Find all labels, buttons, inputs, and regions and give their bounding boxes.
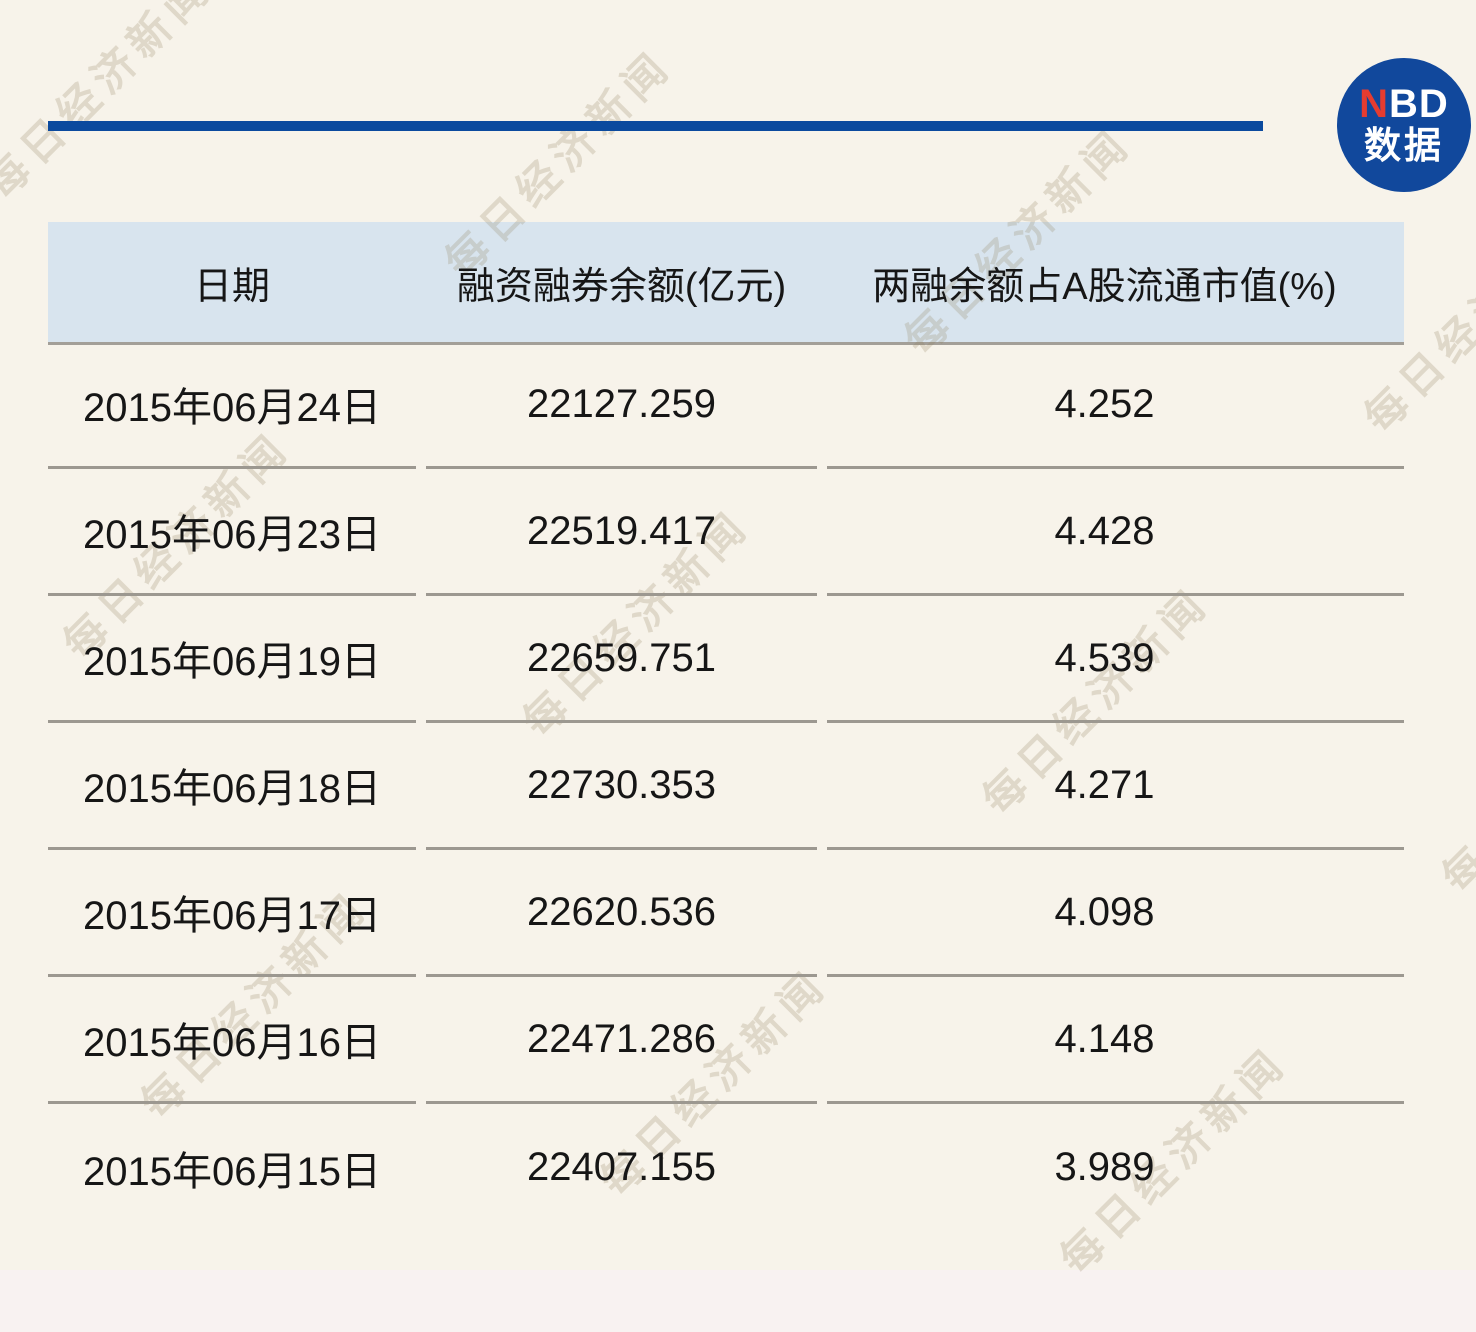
margin-balance-table: 日期 融资融券余额(亿元) 两融余额占A股流通市值(%) 2015年06月24日… xyxy=(48,222,1404,1231)
cell-ratio: 3.989 xyxy=(1054,1145,1155,1189)
table-row: 2015年06月16日 22471.286 4.148 xyxy=(48,977,1404,1104)
cell-date: 2015年06月17日 xyxy=(48,850,416,977)
table-header-background xyxy=(48,222,1404,345)
cell-date: 2015年06月24日 xyxy=(48,342,416,469)
cell-date: 2015年06月18日 xyxy=(48,723,416,850)
cell-ratio: 4.271 xyxy=(827,723,1404,850)
top-divider-line xyxy=(48,121,1263,131)
footer-background-strip xyxy=(0,1270,1476,1332)
table-row: 2015年06月23日 22519.417 4.428 xyxy=(48,469,1404,596)
table-row: 2015年06月19日 22659.751 4.539 xyxy=(48,596,1404,723)
watermark-text: 每日经济新闻 xyxy=(1185,0,1476,69)
logo-nbd-text: NBD xyxy=(1359,84,1449,124)
cell-ratio: 4.098 xyxy=(827,850,1404,977)
cell-ratio: 4.539 xyxy=(827,596,1404,723)
table-body: 2015年06月24日 22127.259 4.252 2015年06月23日 … xyxy=(48,342,1404,1231)
cell-date: 2015年06月16日 xyxy=(48,977,416,1104)
table-header-row: 日期 融资融券余额(亿元) 两融余额占A股流通市值(%) xyxy=(48,222,1404,342)
table-row: 2015年06月24日 22127.259 4.252 xyxy=(48,342,1404,469)
cell-balance: 22620.536 xyxy=(426,850,817,977)
column-header-balance: 融资融券余额(亿元) xyxy=(456,265,787,308)
column-header-ratio: 两融余额占A股流通市值(%) xyxy=(872,265,1337,308)
cell-date: 2015年06月15日 xyxy=(83,1149,381,1194)
logo-letters-bd: BD xyxy=(1389,81,1449,126)
table-row: 2015年06月17日 22620.536 4.098 xyxy=(48,850,1404,977)
cell-date: 2015年06月23日 xyxy=(48,469,416,596)
cell-ratio: 4.148 xyxy=(827,977,1404,1104)
table-row: 2015年06月15日 22407.155 3.989 xyxy=(48,1104,1404,1231)
cell-balance: 22519.417 xyxy=(426,469,817,596)
cell-balance: 22127.259 xyxy=(426,342,817,469)
cell-date: 2015年06月19日 xyxy=(48,596,416,723)
cell-balance: 22659.751 xyxy=(426,596,817,723)
cell-balance: 22407.155 xyxy=(526,1145,717,1189)
cell-balance: 22471.286 xyxy=(426,977,817,1104)
nbd-data-logo: NBD 数据 xyxy=(1337,58,1471,192)
column-header-date: 日期 xyxy=(193,265,270,308)
logo-letter-n: N xyxy=(1359,81,1390,126)
cell-balance: 22730.353 xyxy=(426,723,817,850)
cell-ratio: 4.252 xyxy=(827,342,1404,469)
cell-ratio: 4.428 xyxy=(827,469,1404,596)
table-row: 2015年06月18日 22730.353 4.271 xyxy=(48,723,1404,850)
watermark-text: 每日经济新闻 xyxy=(0,712,5,1137)
logo-cn-text: 数据 xyxy=(1364,124,1444,166)
